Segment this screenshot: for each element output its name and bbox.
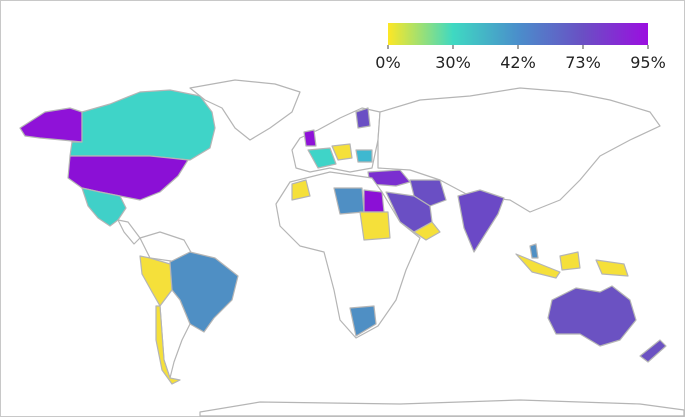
country [307,147,337,169]
country [355,107,371,129]
country [355,149,373,163]
country [117,219,141,245]
country [303,129,317,147]
country [349,305,377,337]
country [363,189,385,213]
country [409,179,447,207]
countries [19,79,685,417]
country [69,89,216,161]
colorbar-gradient [388,23,648,45]
country [529,243,539,259]
country [359,211,391,241]
country [377,87,661,213]
country [199,399,685,417]
colorbar-tick-label: 42% [500,53,536,72]
country [67,155,189,201]
colorbar-tick-label: 30% [435,53,471,72]
country [515,253,561,279]
country [291,179,311,201]
country [639,339,667,363]
colorbar-tick-label: 0% [375,53,400,72]
country [413,221,441,241]
country [333,187,365,215]
country [331,143,353,161]
colorbar: 0% 30% 42% 73% 95% [375,23,666,72]
country [189,79,301,141]
country [547,285,637,347]
country [457,189,505,253]
country [559,251,581,271]
country [595,259,629,277]
country [155,305,181,385]
colorbar-tick-label: 95% [630,53,666,72]
colorbar-tick-label: 73% [565,53,601,72]
